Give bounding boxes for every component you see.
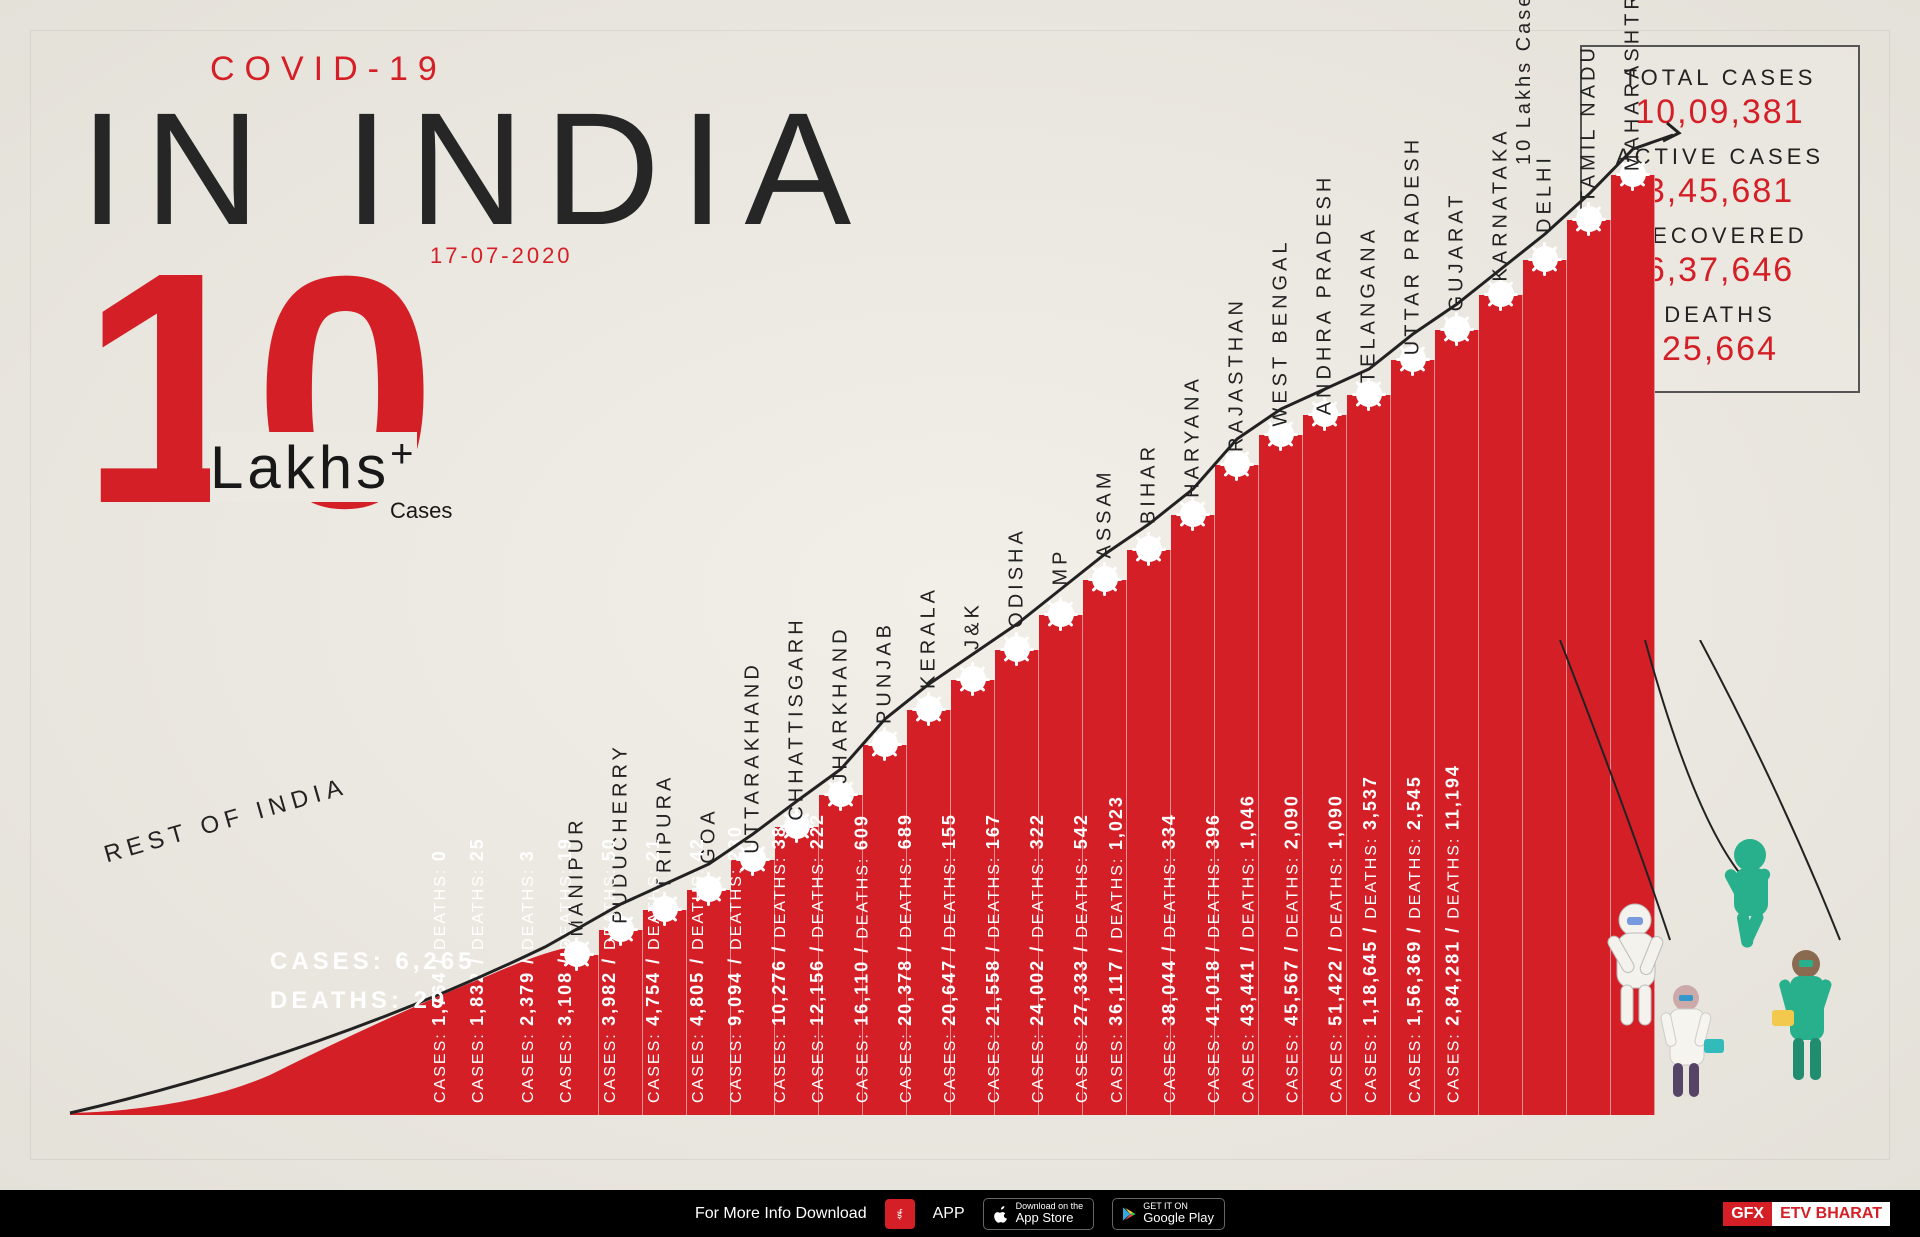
gfx-tag: GFX [1723,1202,1772,1226]
google-play-badge[interactable]: GET IT ONGoogle Play [1112,1198,1225,1230]
footer-bar: For More Info Download ई APP Download on… [0,1190,1920,1237]
health-worker-illustration [1550,640,1860,1100]
apple-icon [992,1205,1010,1223]
app-store-badge[interactable]: Download on theApp Store [983,1198,1095,1230]
state-bar-chart: REST OF INDIA CASES: 6,265 DEATHS: 29 10… [70,155,1600,1115]
footer-app-label: APP [933,1205,965,1223]
google-play-icon [1121,1205,1137,1223]
infographic-page: COVID-19 IN INDIA 17-07-2020 10 Lakhs+ C… [0,0,1920,1190]
rest-of-india-stats: CASES: 6,265 DEATHS: 29 [270,943,475,1020]
footer-download-text: For More Info Download [695,1205,867,1223]
brand-tag: GFX ETV BHARAT [1723,1202,1890,1226]
etv-logo-icon: ई [885,1199,915,1229]
etv-bharat-tag: ETV BHARAT [1772,1202,1890,1226]
